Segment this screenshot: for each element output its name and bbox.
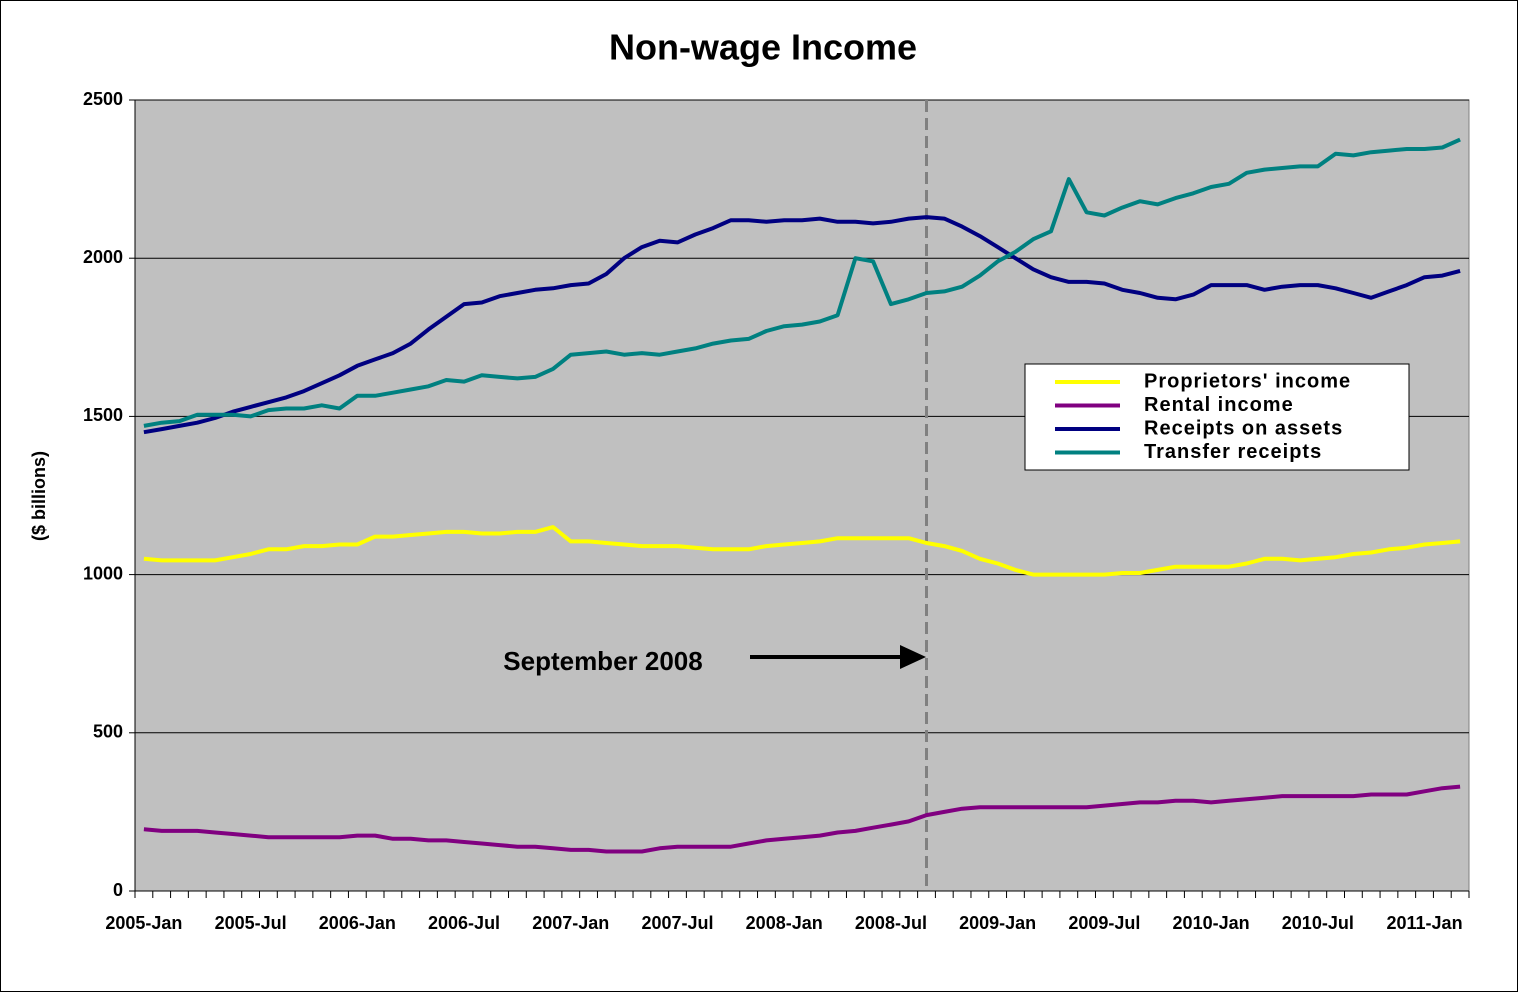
y-tick-label: 0 [113,880,123,900]
x-tick-label: 2010-Jul [1282,913,1354,933]
x-tick-label: 2007-Jul [641,913,713,933]
legend-label: Receipts on assets [1144,417,1343,439]
y-axis-label: ($ billions) [29,451,49,541]
y-tick-label: 2000 [83,247,123,267]
annotation-arrowhead [900,645,926,669]
y-tick-label: 500 [93,722,123,742]
plot-area [134,99,1470,892]
x-tick-label: 2008-Jan [746,913,823,933]
annotation: September 2008 [503,646,702,676]
x-tick-label: 2010-Jan [1173,913,1250,933]
x-tick-label: 2007-Jan [532,913,609,933]
legend-label: Proprietors' income [1144,370,1351,392]
legend-label: Transfer receipts [1144,441,1322,463]
y-tick-label: 1500 [83,405,123,425]
x-tick-label: 2005-Jan [105,913,182,933]
x-tick-label: 2009-Jan [959,913,1036,933]
y-tick-label: 1000 [83,563,123,583]
y-tick-label: 2500 [83,89,123,109]
series-line [143,525,1461,577]
legend-label: Rental income [1144,394,1294,416]
x-tick-label: 2006-Jul [428,913,500,933]
x-tick-label: 2005-Jul [215,913,287,933]
x-tick-label: 2009-Jul [1068,913,1140,933]
x-tick-label: 2011-Jan [1387,913,1463,933]
x-tick-label: 2008-Jul [855,913,927,933]
series-line [143,137,1461,428]
series-line [143,215,1461,435]
series-line [143,784,1461,854]
chart-title: Non-wage Income [609,27,917,68]
x-tick-label: 2006-Jan [319,913,396,933]
